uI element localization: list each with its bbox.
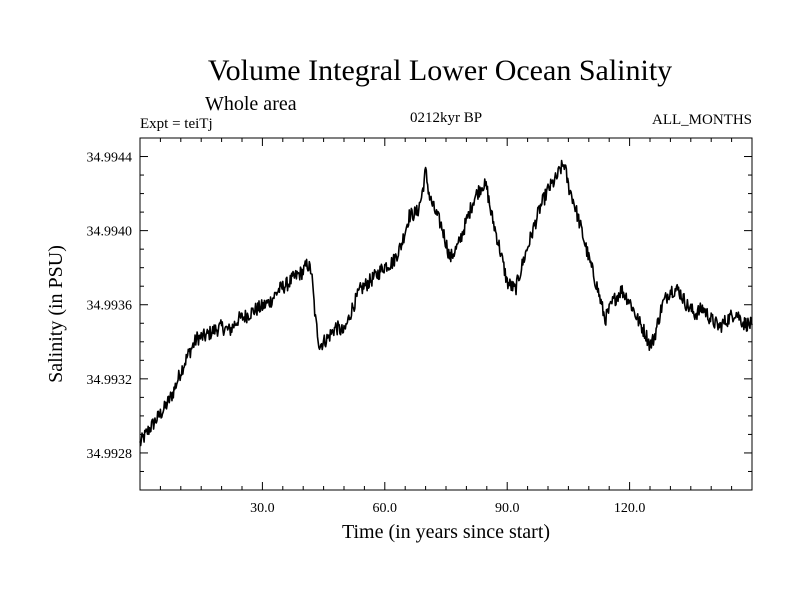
tick-labels-layer: 30.0 60.0 90.0 120.0 34.9928 34.9932 34.9936 34… bbox=[87, 151, 646, 516]
y-tick-label: 34.9944 bbox=[87, 151, 133, 166]
series-layer bbox=[139, 159, 753, 447]
chart-title: Volume Integral Lower Ocean Salinity bbox=[208, 54, 672, 87]
x-tick-label: 30.0 bbox=[250, 501, 275, 516]
y-tick-label: 34.9936 bbox=[87, 299, 133, 314]
experiment-label: Expt = teiTj bbox=[140, 116, 213, 132]
x-tick-label: 60.0 bbox=[373, 501, 398, 516]
period-label: 0212kyr BP bbox=[410, 110, 482, 126]
chart-subtitle: Whole area bbox=[205, 93, 297, 115]
plot-frame bbox=[139, 137, 753, 491]
y-tick-label: 34.9940 bbox=[87, 225, 133, 240]
x-tick-label: 90.0 bbox=[495, 501, 520, 516]
salinity-series-line bbox=[139, 159, 753, 447]
y-tick-label: 34.9932 bbox=[87, 373, 133, 388]
x-axis-label: Time (in years since start) bbox=[342, 521, 550, 543]
months-label: ALL_MONTHS bbox=[652, 112, 752, 128]
x-tick-label: 120.0 bbox=[614, 501, 646, 516]
y-tick-label: 34.9928 bbox=[87, 447, 133, 462]
y-axis-label: Salinity (in PSU) bbox=[45, 245, 67, 383]
